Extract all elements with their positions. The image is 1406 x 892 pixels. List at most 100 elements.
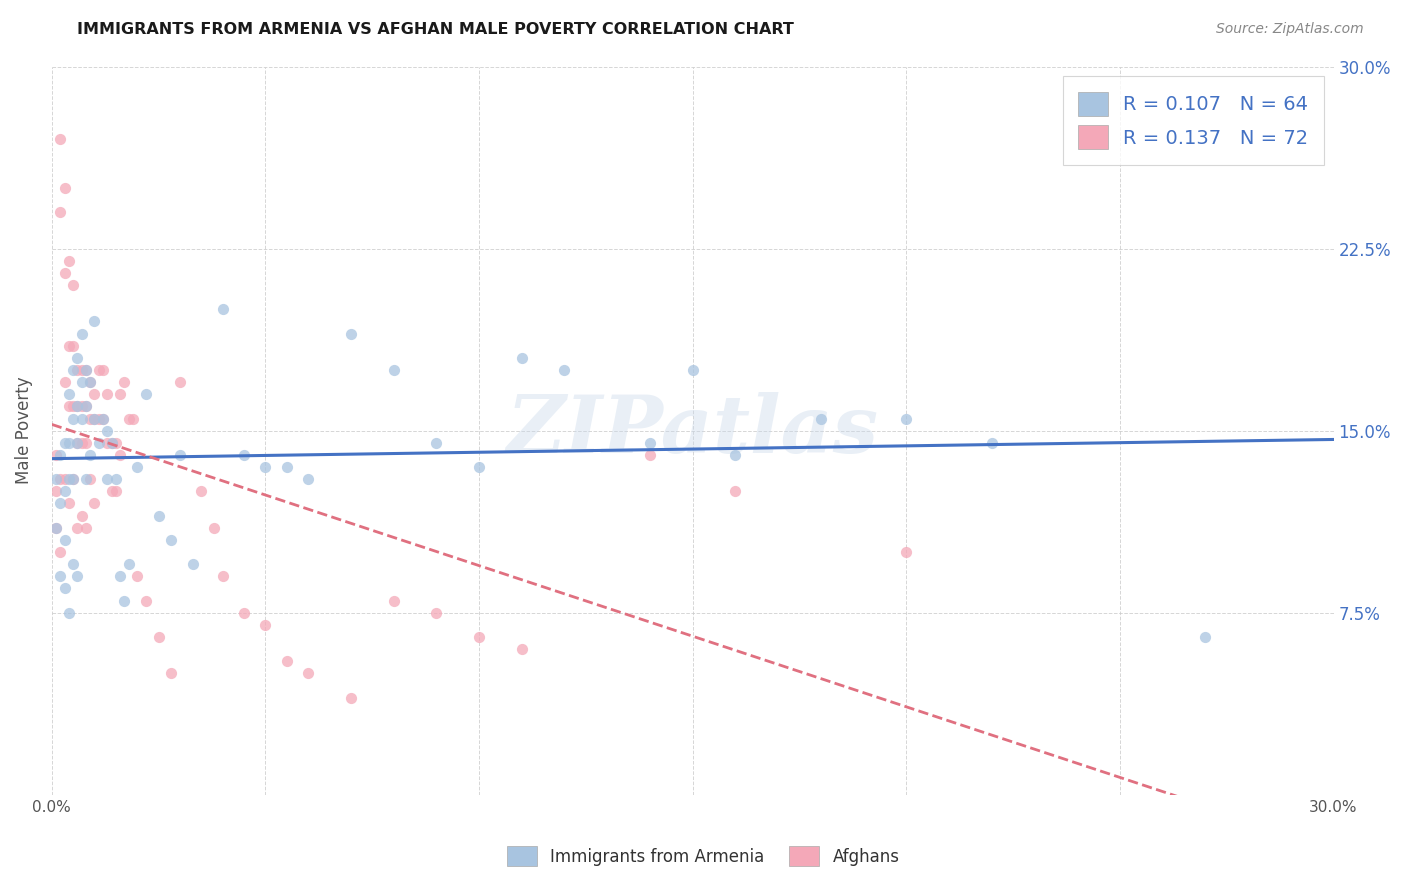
Point: [49, 545, 72, 559]
Point: [87, 411, 110, 425]
Point: [425, 435, 447, 450]
Point: [1194, 630, 1216, 644]
Point: [79, 448, 101, 462]
Point: [70, 326, 93, 341]
Point: [53, 582, 76, 596]
Point: [104, 472, 127, 486]
Point: [233, 448, 256, 462]
Point: [112, 375, 135, 389]
Point: [96, 435, 118, 450]
Point: [638, 448, 661, 462]
Point: [276, 460, 298, 475]
Point: [79, 375, 101, 389]
Point: [118, 411, 141, 425]
Point: [62, 400, 84, 414]
Point: [66, 363, 89, 377]
Point: [75, 363, 97, 377]
Point: [425, 606, 447, 620]
Point: [62, 557, 84, 571]
Point: [66, 351, 89, 365]
Point: [510, 642, 533, 657]
Point: [66, 435, 89, 450]
Point: [190, 484, 212, 499]
Point: [254, 460, 277, 475]
Point: [896, 545, 918, 559]
Point: [108, 387, 131, 401]
Point: [58, 496, 80, 510]
Point: [810, 411, 832, 425]
Point: [122, 411, 145, 425]
Point: [66, 569, 89, 583]
Point: [45, 484, 67, 499]
Point: [49, 132, 72, 146]
Point: [62, 278, 84, 293]
Point: [254, 617, 277, 632]
Point: [553, 363, 575, 377]
Point: [45, 448, 67, 462]
Point: [83, 387, 105, 401]
Point: [91, 411, 114, 425]
Point: [148, 630, 170, 644]
Point: [45, 472, 67, 486]
Point: [160, 666, 183, 681]
Point: [58, 472, 80, 486]
Point: [53, 533, 76, 547]
Point: [62, 472, 84, 486]
Point: [340, 326, 363, 341]
Point: [96, 387, 118, 401]
Text: ZIPatlas: ZIPatlas: [506, 392, 879, 469]
Point: [70, 435, 93, 450]
Point: [58, 253, 80, 268]
Point: [79, 375, 101, 389]
Point: [382, 363, 405, 377]
Point: [104, 484, 127, 499]
Point: [382, 593, 405, 607]
Point: [127, 569, 149, 583]
Point: [83, 496, 105, 510]
Point: [638, 435, 661, 450]
Point: [100, 484, 122, 499]
Point: [66, 400, 89, 414]
Point: [58, 387, 80, 401]
Point: [58, 400, 80, 414]
Text: Source: ZipAtlas.com: Source: ZipAtlas.com: [1216, 22, 1364, 37]
Point: [62, 411, 84, 425]
Point: [510, 351, 533, 365]
Point: [58, 339, 80, 353]
Point: [211, 302, 233, 317]
Point: [724, 484, 747, 499]
Point: [108, 569, 131, 583]
Point: [53, 181, 76, 195]
Point: [682, 363, 704, 377]
Point: [49, 569, 72, 583]
Point: [79, 472, 101, 486]
Point: [75, 400, 97, 414]
Point: [276, 654, 298, 668]
Text: IMMIGRANTS FROM ARMENIA VS AFGHAN MALE POVERTY CORRELATION CHART: IMMIGRANTS FROM ARMENIA VS AFGHAN MALE P…: [77, 22, 794, 37]
Point: [148, 508, 170, 523]
Point: [135, 593, 157, 607]
Point: [66, 435, 89, 450]
Point: [62, 339, 84, 353]
Point: [53, 375, 76, 389]
Point: [62, 363, 84, 377]
Point: [104, 435, 127, 450]
Point: [53, 266, 76, 280]
Point: [100, 435, 122, 450]
Point: [70, 363, 93, 377]
Point: [70, 411, 93, 425]
Point: [53, 435, 76, 450]
Y-axis label: Male Poverty: Male Poverty: [15, 376, 32, 484]
Point: [233, 606, 256, 620]
Point: [45, 521, 67, 535]
Point: [49, 205, 72, 219]
Point: [896, 411, 918, 425]
Point: [62, 472, 84, 486]
Point: [724, 448, 747, 462]
Point: [75, 400, 97, 414]
Point: [83, 411, 105, 425]
Point: [297, 666, 319, 681]
Point: [70, 400, 93, 414]
Point: [49, 472, 72, 486]
Point: [169, 448, 191, 462]
